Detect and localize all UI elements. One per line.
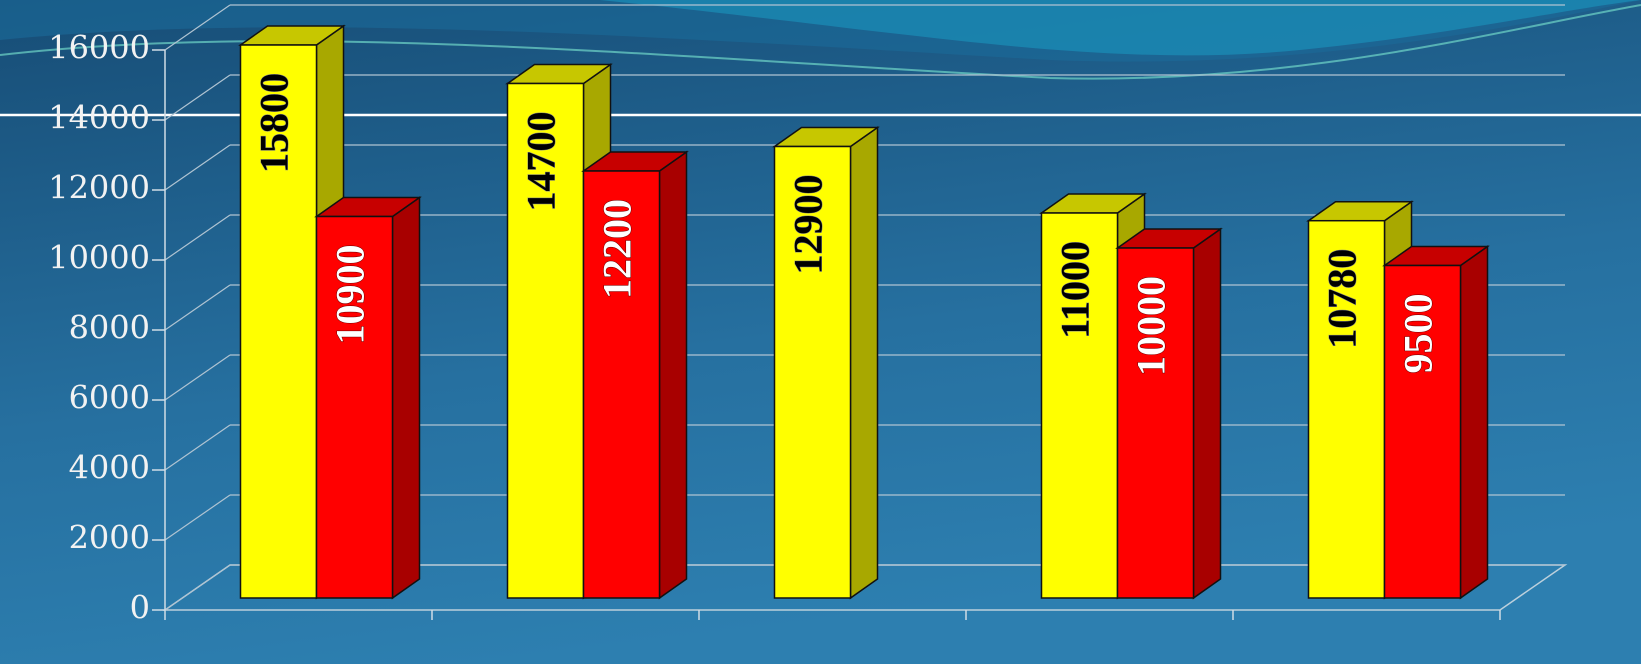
- y-tick-label: 16000: [48, 29, 150, 67]
- y-tick-label: 0: [130, 589, 150, 627]
- grid-line: [164, 214, 231, 261]
- y-tick-label: 12000: [48, 169, 150, 207]
- value-label: 12900: [786, 175, 831, 275]
- bar: [1040, 212, 1119, 599]
- value-label: 10900: [328, 245, 373, 345]
- value-label: 9500: [1396, 294, 1441, 374]
- grid-line: [164, 284, 231, 331]
- value-label: 11000: [1053, 241, 1098, 339]
- bar-side: [391, 196, 421, 600]
- grid-line: [164, 4, 231, 51]
- value-label: 12200: [595, 199, 640, 299]
- bar-side: [658, 150, 688, 600]
- value-label: 14700: [519, 112, 564, 212]
- wave: [600, 0, 1641, 56]
- grid-line: [164, 144, 231, 191]
- bar: [506, 82, 585, 599]
- y-tick-label: 6000: [69, 379, 150, 417]
- y-tick-label: 2000: [69, 519, 150, 557]
- plot: 0 2000 4000 6000 8000 10000 12000 14000 16000 158…: [48, 4, 1568, 627]
- y-tick-label: 4000: [69, 449, 150, 487]
- grid-line: [164, 354, 231, 401]
- y-tick-label: 8000: [69, 309, 150, 347]
- y-tick-label: 10000: [48, 239, 150, 277]
- grid-line: [164, 564, 231, 611]
- bar: [773, 145, 852, 599]
- bar-side: [1459, 245, 1489, 600]
- bar: [1307, 219, 1386, 599]
- value-label: 15800: [252, 73, 297, 173]
- grid-line: [164, 424, 231, 471]
- bar-side: [1192, 227, 1222, 600]
- bar-side: [849, 126, 879, 600]
- grid-line: [164, 494, 231, 541]
- y-tick-label: 14000: [48, 99, 150, 137]
- value-label: 10780: [1320, 249, 1365, 349]
- bar: [315, 215, 394, 599]
- bar: [582, 170, 661, 599]
- value-label: 10000: [1129, 276, 1174, 376]
- grid-line: [164, 74, 231, 121]
- bar: [1116, 247, 1195, 599]
- bar: [1383, 264, 1462, 599]
